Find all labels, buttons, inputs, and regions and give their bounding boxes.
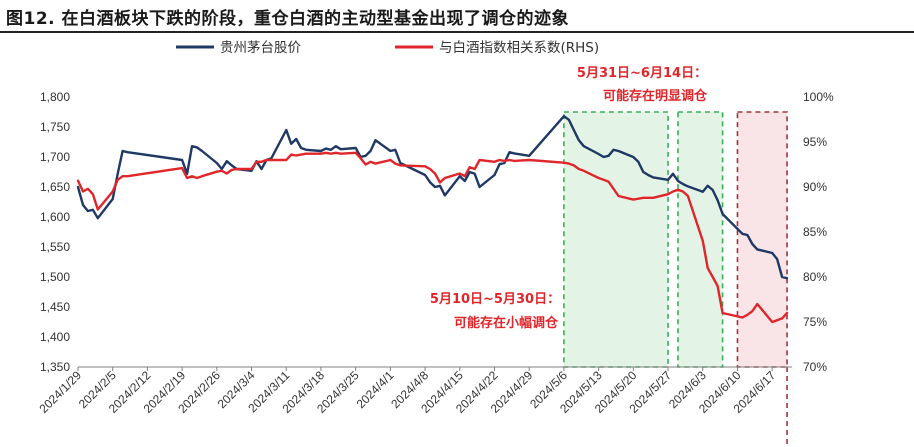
- highlight-regions: [563, 111, 788, 447]
- y-left-tick-label: 1,400: [40, 330, 70, 344]
- x-tick-label: 2024/1/29: [36, 368, 84, 416]
- y-axis-right: 70% 75% 80% 85% 90% 95% 100%: [803, 90, 834, 374]
- legend-label-correlation: 与白酒指数相关系数(RHS): [439, 40, 599, 56]
- annotations: 5月31日~6月14日： 可能存在明显调仓 5月10日~5月30日： 可能存在小…: [430, 66, 708, 331]
- y-right-tick-label: 80%: [803, 270, 827, 284]
- x-axis: 2024/1/292024/2/52024/2/122024/2/192024/…: [36, 366, 792, 416]
- y-left-tick-label: 1,350: [40, 360, 70, 374]
- y-left-tick-label: 1,750: [40, 120, 70, 134]
- series-line-stock-price: [76, 114, 789, 280]
- y-axis-left: 1,350 1,400 1,450 1,500 1,550 1,600 1,650 1,700…: [40, 90, 70, 374]
- y-left-tick-label: 1,550: [40, 240, 70, 254]
- y-left-tick-label: 1,700: [40, 150, 70, 164]
- page-title: 图12. 在白酒板块下跌的阶段，重仓白酒的主动型基金出现了调仓的迹象: [6, 9, 570, 29]
- y-right-tick-label: 100%: [803, 90, 834, 104]
- y-right-tick-label: 75%: [803, 315, 827, 329]
- title-divider: [0, 31, 914, 33]
- annotation-line-2-major: 可能存在明显调仓: [603, 88, 708, 104]
- highlight-region-3: [736, 111, 788, 368]
- annotation-line-1-major: 5月31日~6月14日：: [577, 66, 707, 81]
- x-tick-label: 2024/4/1: [354, 368, 397, 411]
- y-right-tick-label: 90%: [803, 180, 827, 194]
- y-right-tick-label: 70%: [803, 360, 827, 374]
- legend-label-stock: 贵州茅台股价: [220, 40, 301, 56]
- y-right-tick-label: 95%: [803, 135, 827, 149]
- y-left-tick-label: 1,600: [40, 210, 70, 224]
- y-left-tick-label: 1,800: [40, 90, 70, 104]
- y-right-tick-label: 85%: [803, 225, 827, 239]
- highlight-region-2: [677, 111, 724, 368]
- legend: 贵州茅台股价 与白酒指数相关系数(RHS): [176, 40, 599, 56]
- annotation-line-1-minor: 5月10日~5月30日：: [430, 292, 560, 307]
- series-line-correlation: [76, 151, 789, 324]
- y-left-tick-label: 1,450: [40, 300, 70, 314]
- highlight-region-1: [563, 111, 669, 368]
- series-lines: [76, 114, 789, 324]
- y-left-tick-label: 1,500: [40, 270, 70, 284]
- annotation-line-2-minor: 可能存在小幅调仓: [454, 315, 559, 331]
- y-left-tick-label: 1,650: [40, 180, 70, 194]
